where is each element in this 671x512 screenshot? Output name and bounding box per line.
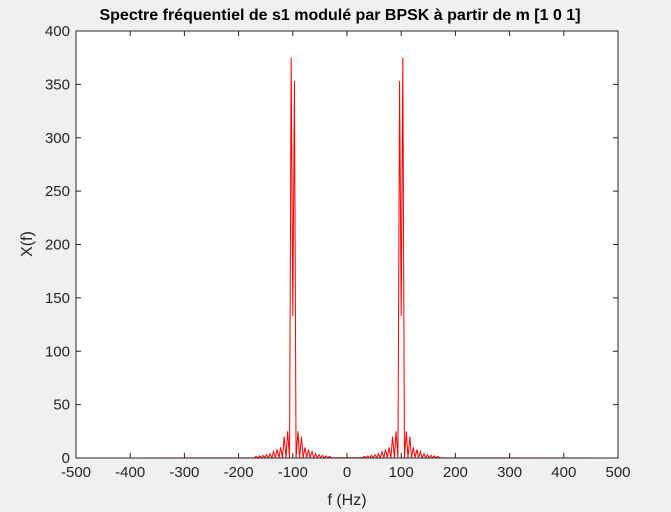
y-tick-label: 150 bbox=[45, 290, 70, 307]
y-tick-label: 50 bbox=[53, 397, 70, 414]
plot-area bbox=[76, 31, 618, 458]
y-tick-label: 250 bbox=[45, 183, 70, 200]
x-axis-label: f (Hz) bbox=[327, 492, 366, 509]
x-tick-label: 400 bbox=[551, 464, 576, 481]
y-tick-label: 400 bbox=[45, 23, 70, 40]
x-tick-label: 200 bbox=[443, 464, 468, 481]
x-tick-label: 500 bbox=[605, 464, 630, 481]
axes-box bbox=[75, 30, 619, 459]
x-tick-label: 0 bbox=[343, 464, 351, 481]
y-tick-label: 0 bbox=[62, 450, 70, 467]
x-tick-label: 100 bbox=[389, 464, 414, 481]
x-tick-label: 300 bbox=[497, 464, 522, 481]
y-tick-label: 300 bbox=[45, 130, 70, 147]
ticks: -500 -400 -300 -200 -100 0 100 200 300 400 500 0 50 1… bbox=[45, 23, 631, 481]
x-tick-label: -100 bbox=[278, 464, 308, 481]
x-tick-label: -300 bbox=[169, 464, 199, 481]
x-tick-label: -500 bbox=[61, 464, 91, 481]
chart-title: Spectre fréquentiel de s1 modulé par BPS… bbox=[99, 7, 580, 24]
x-tick-label: -200 bbox=[224, 464, 254, 481]
y-tick-label: 200 bbox=[45, 237, 70, 254]
y-tick-label: 350 bbox=[45, 76, 70, 93]
x-tick-label: -400 bbox=[115, 464, 145, 481]
y-tick-label: 100 bbox=[45, 343, 70, 360]
y-axis-label: X(f) bbox=[19, 231, 36, 257]
